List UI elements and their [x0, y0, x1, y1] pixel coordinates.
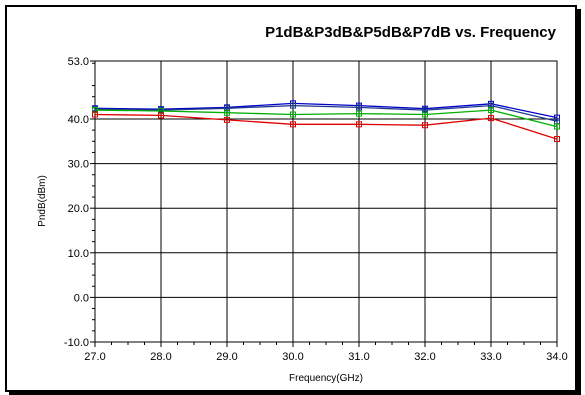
- series-point: [290, 102, 296, 109]
- y-tick-label: 53.0: [68, 56, 89, 68]
- y-axis-label: PndB(dBm): [37, 175, 48, 227]
- series-point: [422, 107, 428, 114]
- series-point: [554, 123, 560, 130]
- series-line: [94, 113, 558, 140]
- x-tick-label: 27.0: [84, 351, 105, 363]
- series-point: [488, 102, 494, 109]
- series-line: [94, 109, 558, 128]
- x-axis-label: Frequency(GHz): [289, 373, 363, 384]
- x-axis-ticks: 27.0 28.0 29.0 30.0 31.0 32.0 33.0 34.0: [84, 342, 568, 363]
- series-point: [488, 115, 494, 122]
- series-point: [158, 107, 164, 114]
- x-tick-label: 34.0: [546, 351, 567, 363]
- x-tick-label: 28.0: [150, 351, 171, 363]
- series-point: [356, 121, 362, 128]
- x-tick-label: 29.0: [216, 351, 237, 363]
- y-tick-label: 30.0: [68, 159, 89, 171]
- x-tick-label: 31.0: [348, 351, 369, 363]
- plot-area: [94, 60, 558, 343]
- y-axis-ticks: -10.0 0.0 10.0 20.0 30.0 40.0 53.0: [64, 56, 95, 349]
- y-tick-label: 40.0: [68, 114, 89, 126]
- series-point: [158, 112, 164, 119]
- y-tick-label: -10.0: [64, 337, 89, 349]
- x-tick-label: 33.0: [480, 351, 501, 363]
- chart-title: P1dB&P3dB&P5dB&P7dB vs. Frequency: [265, 24, 557, 41]
- series-point: [290, 121, 296, 128]
- series-point: [224, 116, 230, 123]
- x-tick-label: 30.0: [282, 351, 303, 363]
- series-point: [554, 114, 560, 121]
- series-line: [94, 102, 558, 119]
- series-point: [356, 104, 362, 111]
- series-point: [488, 107, 494, 114]
- series-point: [422, 122, 428, 129]
- x-tick-label: 32.0: [414, 351, 435, 363]
- series-point: [224, 105, 230, 112]
- series-point: [554, 136, 560, 143]
- y-tick-label: 10.0: [68, 248, 89, 260]
- y-tick-label: 0.0: [74, 292, 89, 304]
- series-point: [356, 110, 362, 117]
- series-point: [224, 109, 230, 116]
- series-point: [422, 111, 428, 118]
- series-group: [92, 100, 560, 143]
- y-tick-label: 20.0: [68, 203, 89, 215]
- series-point: [92, 111, 98, 118]
- series-point: [92, 107, 98, 114]
- series-point: [290, 111, 296, 118]
- series-line: [94, 104, 558, 122]
